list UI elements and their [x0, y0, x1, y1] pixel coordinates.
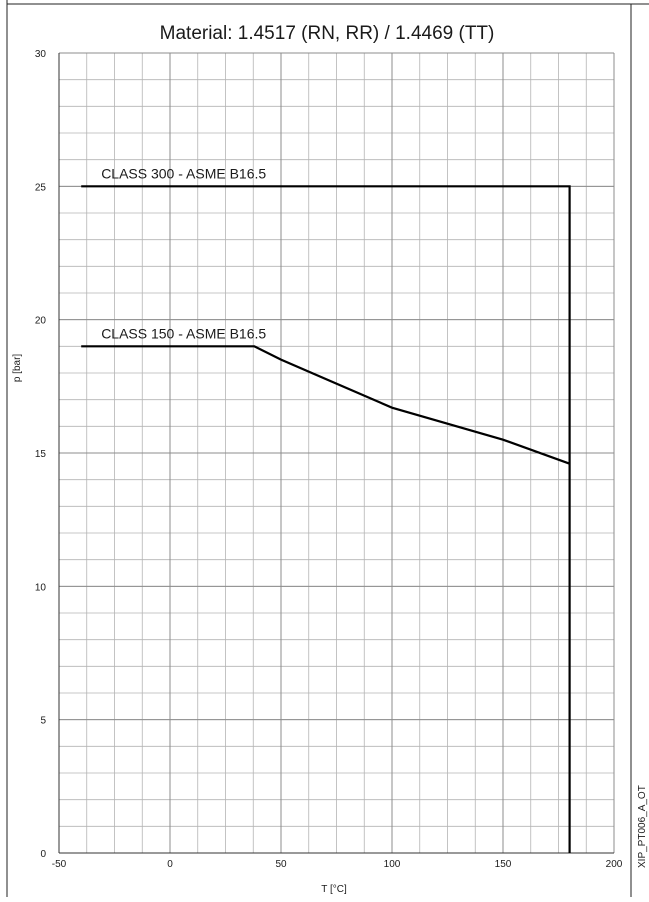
series-label-2: CLASS 150 - ASME B16.5: [101, 325, 266, 341]
y-tick-label: 20: [35, 316, 47, 327]
y-tick-label: 5: [40, 716, 46, 727]
y-tick-label: 10: [35, 582, 47, 593]
series-line-1: [81, 185, 571, 853]
y-tick-label: 25: [35, 182, 47, 193]
chart-series: [81, 185, 571, 853]
y-tick-label: 15: [35, 449, 47, 460]
chart-tick-labels: -50 0 50 100 150 200 0 5 10 15 20 25 30: [35, 49, 623, 870]
x-tick-label: 100: [384, 859, 401, 870]
series-line-2: [81, 345, 570, 465]
y-axis-label: p [bar]: [12, 354, 23, 383]
chart-axes: [58, 53, 614, 854]
chart-title: Material: 1.4517 (RN, RR) / 1.4469 (TT): [160, 23, 495, 44]
x-tick-label: 50: [275, 859, 287, 870]
chart-series-labels: CLASS 300 - ASME B16.5 CLASS 150 - ASME B…: [101, 165, 266, 341]
x-tick-label: -50: [52, 859, 67, 870]
x-tick-label: 0: [167, 859, 173, 870]
series-label-1: CLASS 300 - ASME B16.5: [101, 165, 266, 181]
watermark-code: XIP_PT006_A_OT: [637, 785, 648, 868]
y-tick-label: 0: [40, 849, 46, 860]
x-tick-label: 150: [495, 859, 512, 870]
x-axis-label: T [°C]: [321, 884, 347, 895]
y-tick-label: 30: [35, 49, 47, 60]
x-tick-label: 200: [606, 859, 623, 870]
